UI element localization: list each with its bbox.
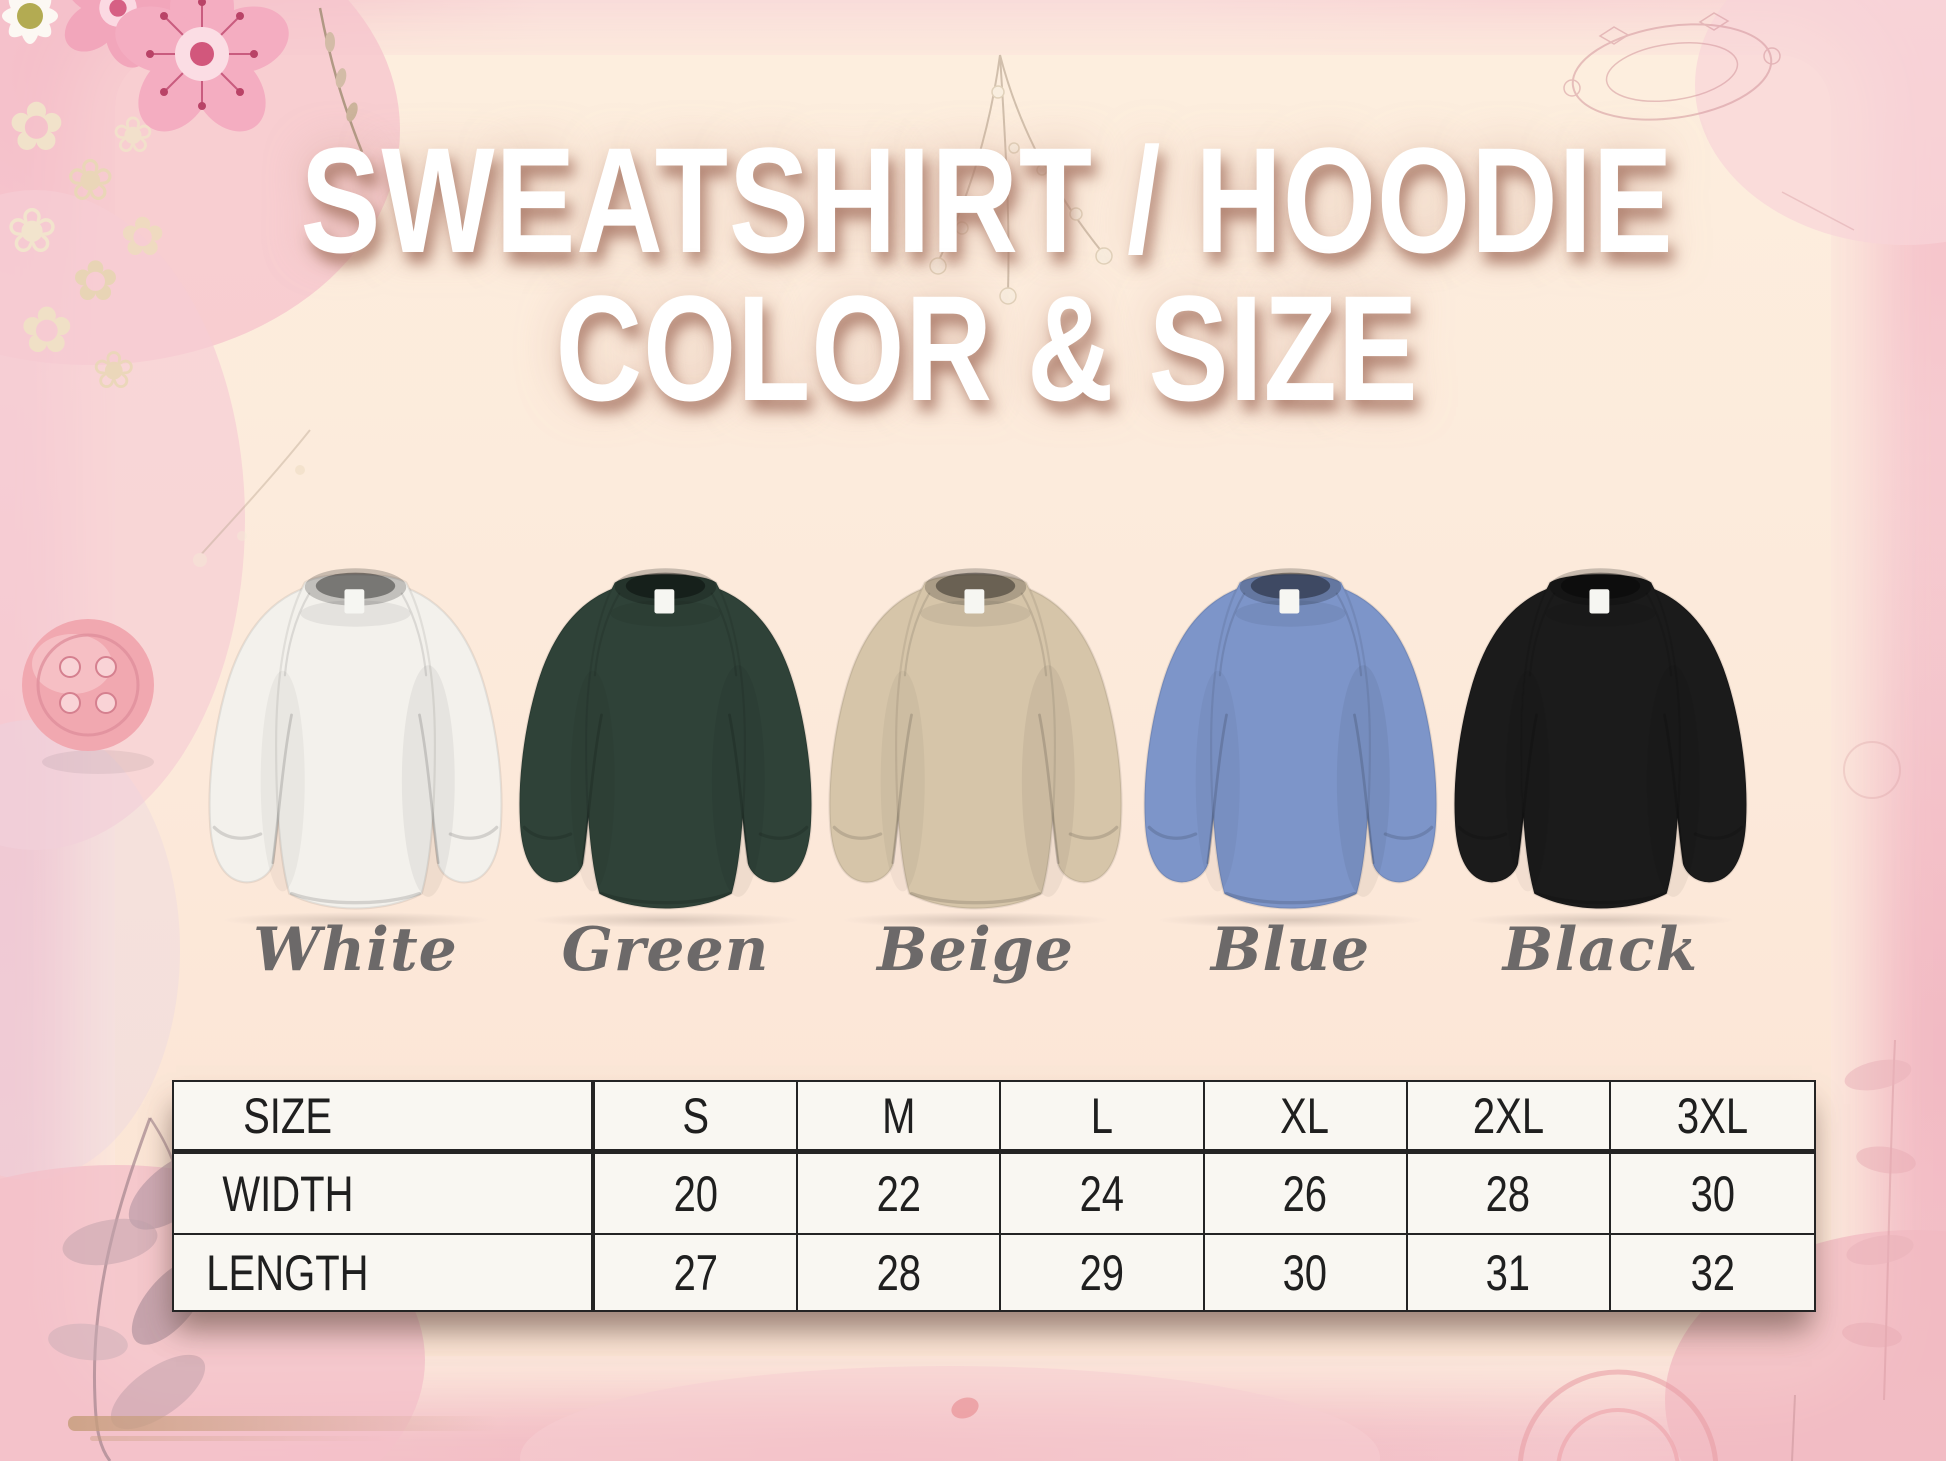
svg-text:✿: ✿: [20, 294, 74, 368]
size-value-cell: 28: [798, 1235, 1002, 1310]
colorway-label: Black: [1502, 915, 1699, 985]
title-line-1: SWEATSHIRT / HOODIE: [300, 116, 1674, 284]
colorway-label: Blue: [1210, 915, 1371, 985]
gypsophila-sprigs-top: [929, 54, 1113, 305]
svg-text:❀: ❀: [92, 341, 136, 401]
colorway-item-white: White: [168, 545, 543, 990]
svg-text:❀: ❀: [66, 146, 115, 214]
page-title: SWEATSHIRT / HOODIE COLOR & SIZE: [14, 116, 1946, 432]
size-value-cell: 31: [1407, 1235, 1611, 1310]
svg-text:❀: ❀: [112, 106, 154, 164]
colorway-item-blue: Blue: [1103, 545, 1478, 990]
size-value-cell: 30: [1204, 1235, 1408, 1310]
size-value-cell: 30: [1610, 1154, 1814, 1235]
tan-stripe-bottom-left: [68, 1416, 498, 1441]
cream-hydrangea-cluster: ✿ ❀ ❀ ✿ ✿ ❀ ✿ ❀: [6, 88, 165, 401]
colorway-item-black: Black: [1413, 545, 1788, 990]
leaf-sprigs-right-edge: [1842, 1039, 1916, 1401]
svg-text:✿: ✿: [120, 205, 165, 268]
size-column-header: S: [595, 1082, 799, 1154]
colorway-label: Beige: [877, 915, 1074, 985]
size-table-corner-cell: SIZE: [174, 1082, 595, 1154]
flower-cluster-top-left: ✿ ❀ ❀ ✿ ✿ ❀ ✿ ❀: [2, 0, 364, 401]
size-column-header: 3XL: [1610, 1082, 1814, 1154]
size-value-cell: 24: [1001, 1154, 1205, 1235]
size-column-header: XL: [1204, 1082, 1408, 1154]
brown-sprig: [318, 7, 364, 153]
daisy-flower: [2, 0, 58, 44]
size-value-cell: 29: [1001, 1235, 1205, 1310]
colorway-label: Green: [561, 915, 770, 985]
ornate-frame-sketch: [1563, 12, 1901, 799]
size-value-cell: 27: [595, 1235, 799, 1310]
size-value-cell: 20: [595, 1154, 799, 1235]
colorway-item-beige: Beige: [788, 545, 1163, 990]
size-value-cell: 28: [1407, 1154, 1611, 1235]
size-value-cell: 32: [1610, 1235, 1814, 1310]
measurement-row-label: LENGTH: [174, 1235, 595, 1310]
svg-text:✿: ✿: [72, 249, 119, 314]
size-value-cell: 26: [1204, 1154, 1408, 1235]
svg-text:❀: ❀: [6, 194, 58, 267]
size-table: SIZE S M L XL 2XL 3XL WIDTH 20 22 24 26 …: [172, 1080, 1816, 1312]
button-decoration: [22, 619, 154, 774]
faint-sprig-left-mid: [193, 429, 311, 567]
size-column-header: L: [1001, 1082, 1205, 1154]
pink-flower-large: [115, 0, 289, 132]
title-line-2: COLOR & SIZE: [555, 264, 1419, 432]
measurement-row-label: WIDTH: [174, 1154, 595, 1235]
svg-text:✿: ✿: [8, 88, 65, 167]
swirl-arcs-bottom-right: [951, 1369, 1796, 1461]
size-value-cell: 22: [798, 1154, 1002, 1235]
colorway-label: White: [253, 915, 458, 985]
size-column-header: M: [798, 1082, 1002, 1154]
sweatshirt-illustration-black: [1413, 545, 1788, 940]
size-column-header: 2XL: [1407, 1082, 1611, 1154]
colorway-item-green: Green: [478, 545, 853, 990]
